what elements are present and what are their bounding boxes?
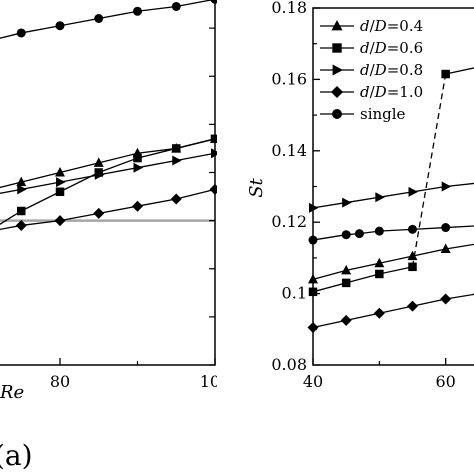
y-tick-label: 0.14 [271,141,307,160]
legend-item: d/D=1.0 [320,83,423,101]
data-point [172,144,181,153]
data-point [16,28,26,38]
series-2 [308,67,474,297]
x-tick-label: 100 [200,372,231,391]
left-panel: 80 100 Re [0,0,231,403]
data-point [354,229,364,239]
series-5 [0,183,217,231]
data-point [133,153,142,163]
data-point [374,257,385,268]
series-line [312,293,474,329]
data-point [54,215,66,227]
series-line [312,266,413,293]
legend-item: d/D=0.6 [320,39,423,57]
y-tick-label: 0.08 [271,355,307,374]
legend-marker [331,19,343,31]
y-tick-label: 0.1 [282,284,307,303]
series-line [312,182,474,209]
data-point [375,269,384,279]
data-point [374,226,384,236]
data-point [94,169,105,180]
series-line [0,0,215,39]
data-point [341,230,351,240]
data-point [132,200,143,212]
data-point [342,197,352,208]
x-tick-label: 60 [435,372,455,391]
data-point [55,21,65,31]
right-panel: 40 60 0.08 0.1 0.12 0.14 0.16 0.18 St [246,0,474,391]
data-point [17,184,27,195]
data-point [408,262,417,272]
data-point [408,224,417,234]
data-point [170,193,182,205]
series-line [312,243,474,280]
series-line [0,138,216,189]
x-tick-label: 40 [303,372,323,391]
data-point [407,250,418,261]
series-1 [308,243,474,284]
legend: d/D=0.4 d/D=0.6 d/D=0.8 d/D=1.0 single [320,17,423,123]
data-point [93,207,105,219]
data-point [133,162,143,173]
legend-marker [332,109,342,119]
data-point [15,219,27,231]
y-axis-title: St [246,177,267,197]
series-line [0,138,216,225]
data-point [375,192,385,203]
data-point [55,187,65,196]
y-tick-label: 0.12 [271,212,307,231]
y-tick-label: 0.16 [271,69,307,88]
legend-item: d/D=0.4 [320,17,423,35]
data-point [16,176,27,187]
data-point [408,186,418,197]
legend-marker [332,64,344,76]
data-point [341,264,352,275]
x-axis-title: Re [0,382,24,403]
data-point [56,177,66,188]
data-point [172,155,182,166]
data-point [440,293,452,305]
legend-marker [332,43,342,53]
data-point [171,1,181,11]
data-point [441,69,450,79]
legend-label: d/D=0.6 [360,39,423,57]
series-jump-line [411,73,447,267]
plot-frame [0,0,216,366]
series-line [0,152,216,194]
legend-item: d/D=0.8 [320,61,423,79]
series-3 [309,181,474,213]
series-4 [307,292,474,334]
series-1 [0,0,217,39]
data-point [441,181,452,192]
x-tick-label: 80 [50,372,70,391]
series-line [445,67,474,75]
data-point [440,243,451,253]
legend-label: d/D=0.4 [360,17,423,35]
data-point [340,314,352,326]
data-point [210,134,217,144]
data-point [55,167,65,177]
panel-label: (a) [0,439,33,472]
data-point [94,14,104,23]
y-tick-label: 0.18 [271,0,307,17]
data-point [133,6,142,16]
legend-marker [330,85,344,99]
legend-label: d/D=0.8 [360,61,423,79]
series-5 [308,223,474,245]
data-point [17,206,26,216]
data-point [441,223,451,233]
legend-label: single [360,105,406,123]
legend-item: single [320,105,406,123]
data-point [407,300,418,312]
data-point [93,157,104,167]
series-4 [0,148,217,195]
data-point [341,278,351,288]
data-point [373,307,385,319]
legend-label: d/D=1.0 [360,83,423,101]
